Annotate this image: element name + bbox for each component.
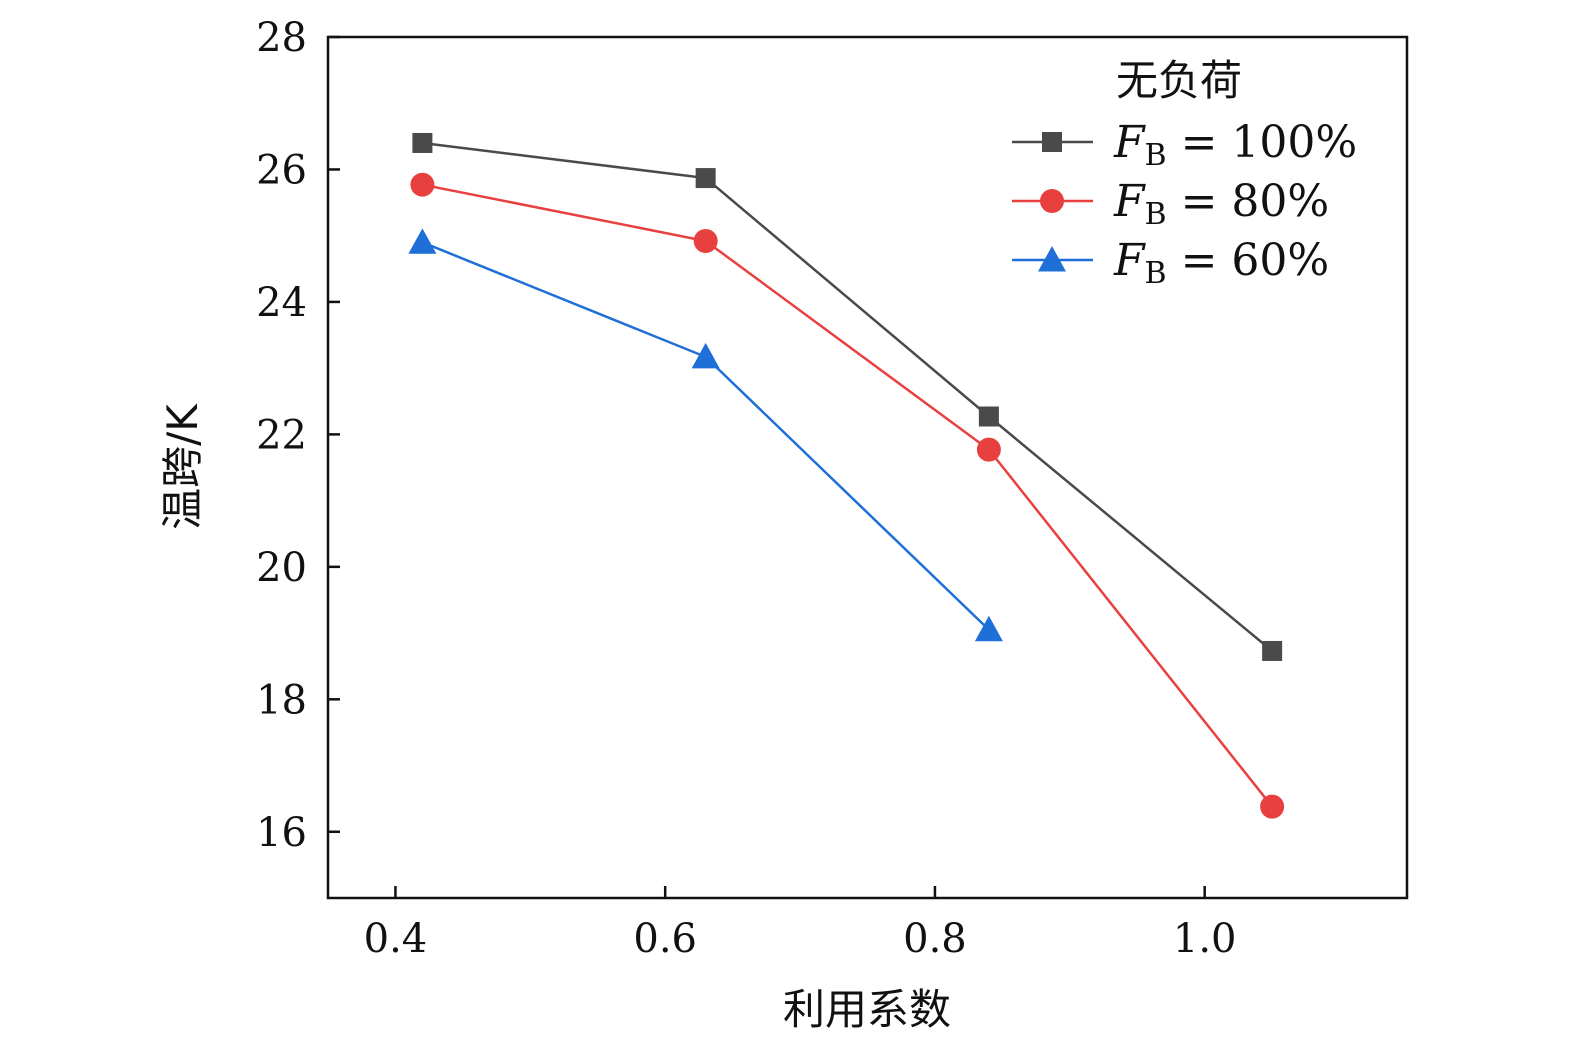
legend-marker-0 <box>1042 132 1062 152</box>
y-tick-label-4: 24 <box>256 280 307 326</box>
x-tick-label-2: 0.8 <box>903 916 967 962</box>
x-axis: 0.4 0.6 0.8 1.0 <box>364 886 1237 962</box>
series-layer <box>408 132 1285 819</box>
series-line-1 <box>422 183 1274 808</box>
x-tick-label-1: 0.6 <box>633 916 697 962</box>
x-tick-label-0: 0.4 <box>364 916 428 962</box>
legend-label-1: FB = 80% <box>1113 176 1329 232</box>
data-point-2-2 <box>974 615 1003 642</box>
series-line-2 <box>421 241 990 631</box>
legend-entry-0: FB = 100% <box>1012 117 1357 173</box>
data-point-2-1 <box>691 342 720 369</box>
data-point-2-0 <box>408 228 437 254</box>
data-point-1-0 <box>410 172 435 197</box>
series-2 <box>408 228 1003 642</box>
y-tick-label-3: 22 <box>256 412 307 458</box>
legend-marker-1 <box>1040 189 1064 213</box>
legend-marker-2 <box>1038 246 1066 272</box>
legend-entry-2: FB = 60% <box>1012 235 1329 291</box>
legend-label-2: FB = 60% <box>1113 235 1329 291</box>
series-0 <box>412 132 1283 661</box>
data-point-0-2 <box>978 406 999 427</box>
y-axis: 16 18 20 22 24 26 28 <box>256 15 340 856</box>
plot-frame <box>326 35 1409 900</box>
data-point-0-0 <box>412 132 433 153</box>
x-axis-title: 利用系数 <box>783 985 951 1034</box>
y-axis-title: 温跨/K <box>158 403 207 530</box>
y-tick-label-1: 18 <box>256 677 307 723</box>
y-tick-label-6: 28 <box>256 15 307 61</box>
data-point-1-2 <box>976 437 1001 462</box>
series-1 <box>410 172 1285 819</box>
legend-title: 无负荷 <box>1116 56 1242 105</box>
data-point-1-3 <box>1260 794 1285 819</box>
legend-entry-1: FB = 80% <box>1012 176 1329 232</box>
y-tick-label-5: 26 <box>256 147 307 193</box>
y-tick-label-0: 16 <box>256 810 307 856</box>
y-tick-label-2: 20 <box>256 545 307 591</box>
series-line-0 <box>422 141 1273 652</box>
legend: 无负荷 FB = 100%FB = 80%FB = 60% <box>1012 56 1357 291</box>
legend-label-0: FB = 100% <box>1113 117 1357 173</box>
data-point-0-1 <box>695 168 716 189</box>
data-point-0-3 <box>1262 640 1283 661</box>
data-point-1-1 <box>693 228 718 253</box>
x-tick-label-3: 1.0 <box>1173 916 1237 962</box>
